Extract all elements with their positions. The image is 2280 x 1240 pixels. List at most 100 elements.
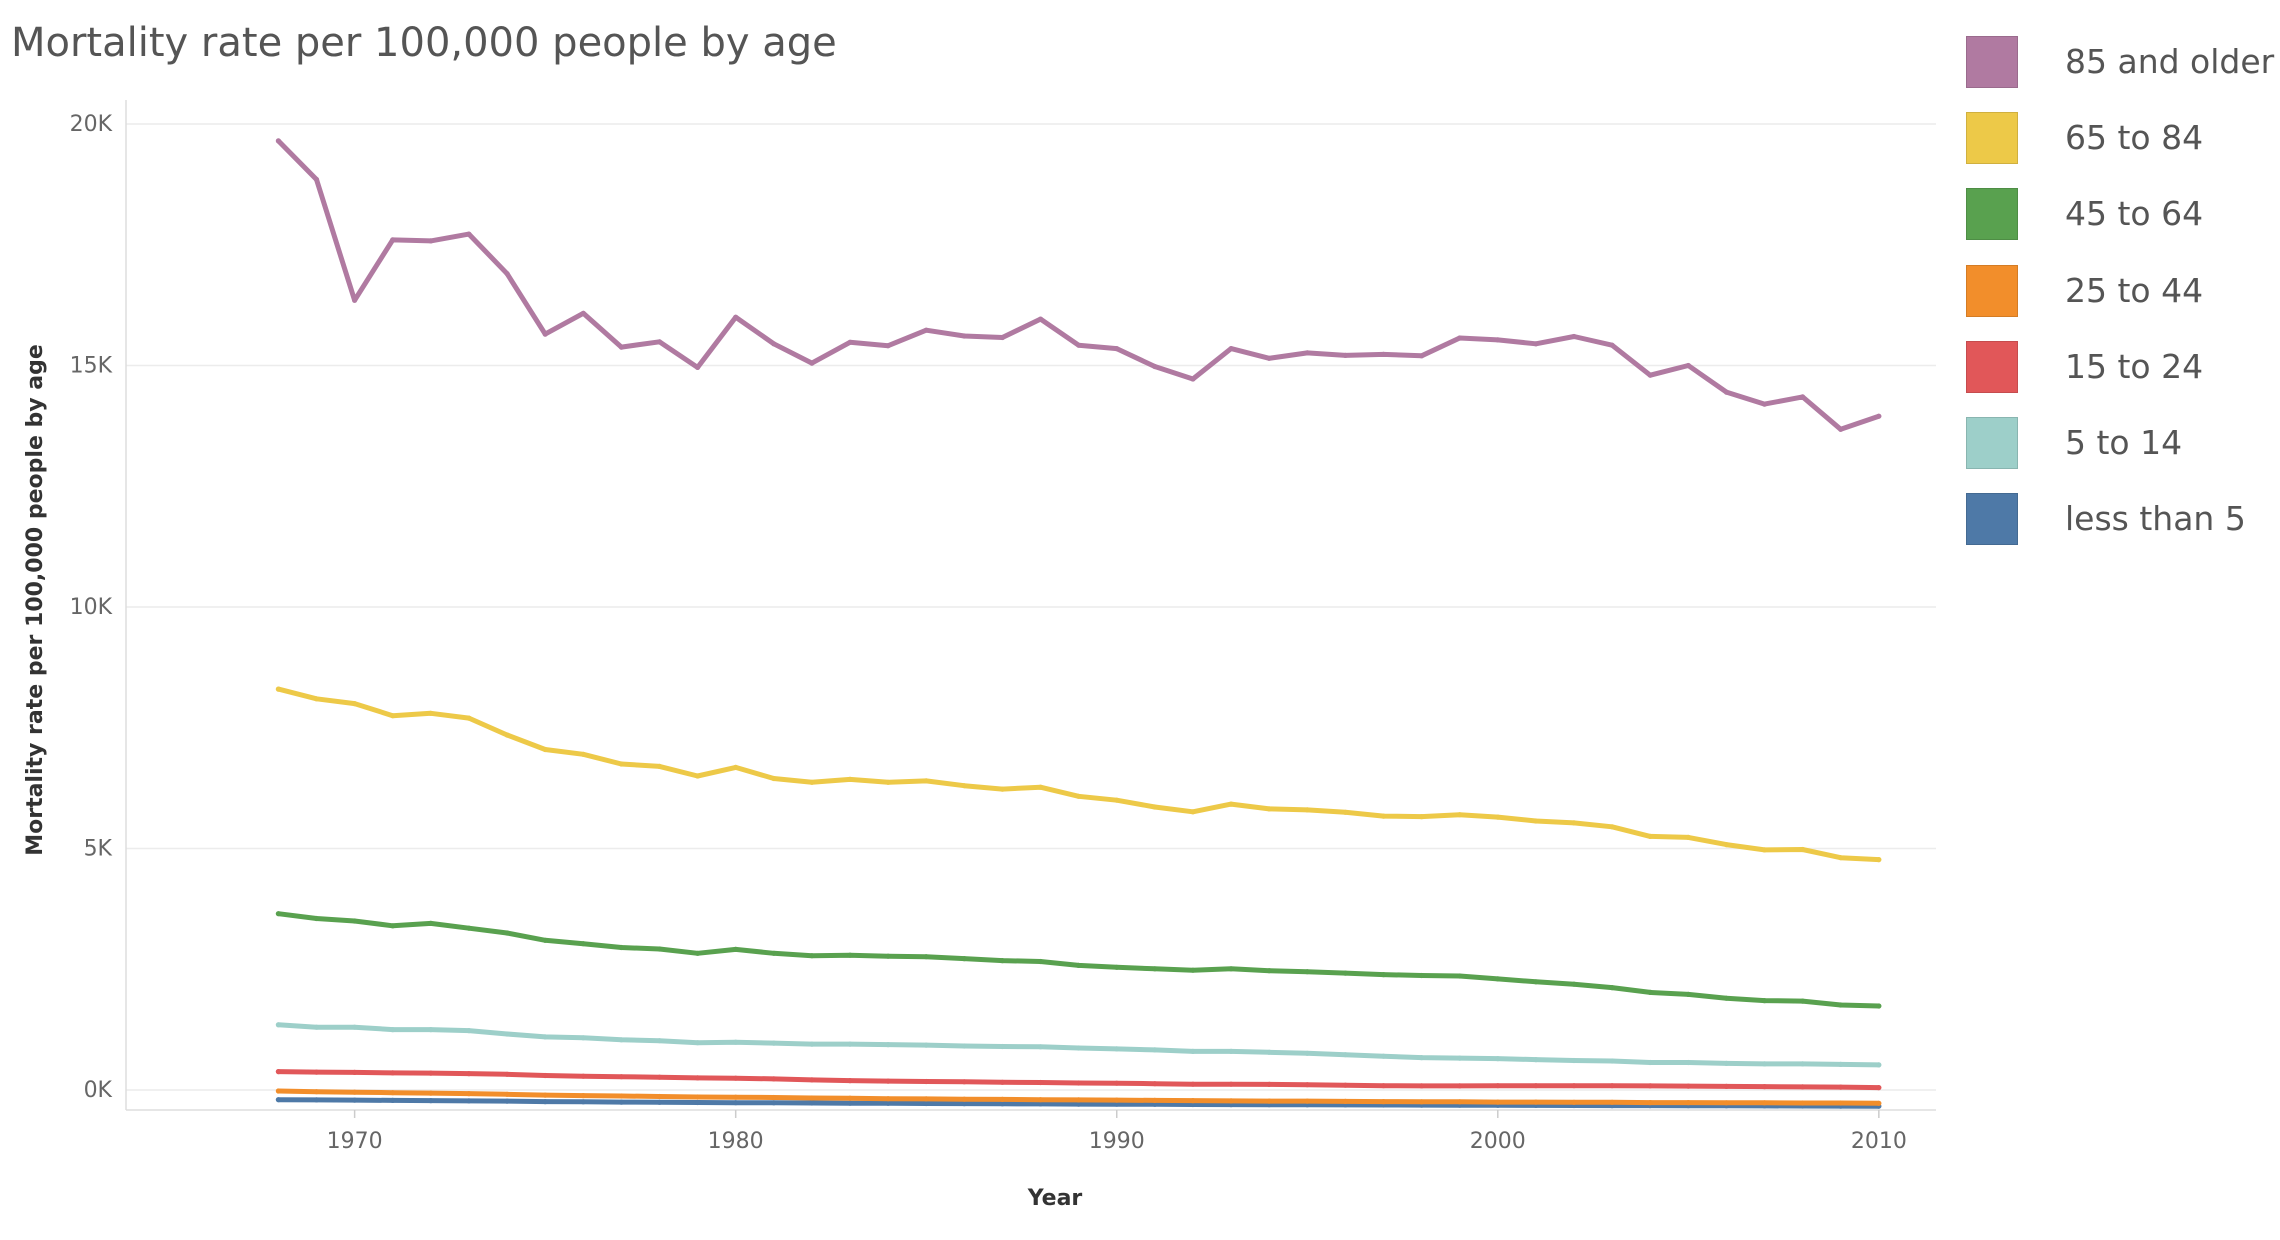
data-point[interactable] [1685,834,1691,841]
data-point[interactable] [504,930,510,936]
data-point[interactable] [352,1024,358,1030]
data-point[interactable] [809,779,815,785]
data-point[interactable] [1800,394,1806,400]
data-point[interactable] [352,1069,358,1075]
data-point[interactable] [542,746,548,753]
data-point[interactable] [1190,809,1196,815]
data-point[interactable] [542,331,548,337]
data-point[interactable] [1495,976,1501,982]
data-point[interactable] [1647,989,1653,996]
data-point[interactable] [618,944,625,951]
data-point[interactable] [428,1090,434,1096]
series-line-65-to-84[interactable] [275,686,1882,863]
data-point[interactable] [1419,814,1425,820]
data-point[interactable] [352,918,358,924]
data-point[interactable] [1190,1098,1196,1104]
data-point[interactable] [352,297,358,303]
data-point[interactable] [313,1024,320,1030]
data-point[interactable] [1114,346,1120,352]
data-point[interactable] [1457,1055,1463,1061]
data-point[interactable] [733,1100,739,1106]
data-point[interactable] [580,1035,586,1041]
data-point[interactable] [618,1093,625,1099]
data-point[interactable] [428,238,434,244]
data-point[interactable] [275,138,281,144]
data-point[interactable] [1533,1057,1539,1063]
legend-item[interactable]: 85 and older [1966,36,2274,92]
data-point[interactable] [1533,341,1539,347]
data-point[interactable] [1228,346,1234,352]
data-point[interactable] [466,925,472,931]
data-point[interactable] [1152,1097,1158,1103]
data-point[interactable] [771,1100,777,1106]
data-point[interactable] [504,271,510,277]
data-point[interactable] [1609,1058,1615,1064]
data-point[interactable] [1190,1101,1196,1108]
data-point[interactable] [999,1096,1006,1102]
data-point[interactable] [923,954,929,960]
data-point[interactable] [1380,1099,1387,1105]
data-point[interactable] [999,1079,1006,1085]
data-point[interactable] [1037,316,1044,322]
data-point[interactable] [1838,1061,1844,1067]
data-point[interactable] [847,1041,853,1047]
data-point[interactable] [1723,842,1729,848]
data-point[interactable] [1304,969,1310,975]
data-point[interactable] [466,715,472,721]
data-point[interactable] [390,713,396,719]
data-point[interactable] [352,701,358,707]
data-point[interactable] [885,779,891,785]
data-point[interactable] [1876,413,1882,419]
data-point[interactable] [1876,857,1882,863]
data-point[interactable] [1037,1101,1044,1107]
data-point[interactable] [771,775,777,782]
data-point[interactable] [656,339,663,345]
data-point[interactable] [923,1042,929,1048]
data-point[interactable] [999,1043,1006,1050]
data-point[interactable] [1723,389,1729,395]
data-point[interactable] [1190,967,1196,973]
data-point[interactable] [733,1039,739,1045]
data-point[interactable] [1037,1044,1044,1050]
data-point[interactable] [847,1078,853,1084]
data-point[interactable] [313,1097,320,1103]
data-point[interactable] [656,1074,663,1080]
data-point[interactable] [504,1071,510,1077]
data-point[interactable] [1761,1100,1768,1106]
data-point[interactable] [1076,962,1082,969]
data-point[interactable] [1266,1081,1272,1087]
data-point[interactable] [428,1098,434,1104]
data-point[interactable] [923,778,929,784]
data-point[interactable] [1190,1048,1196,1054]
data-point[interactable] [1266,355,1272,361]
data-point[interactable] [1419,1055,1425,1061]
data-point[interactable] [1342,1082,1348,1088]
data-point[interactable] [313,1089,320,1095]
data-point[interactable] [1266,968,1272,974]
legend-item[interactable]: less than 5 [1966,493,2266,549]
data-point[interactable] [809,1095,815,1101]
data-point[interactable] [1533,1083,1539,1089]
data-point[interactable] [1533,818,1539,824]
data-point[interactable] [923,1096,929,1102]
legend-item[interactable]: 45 to 64 [1966,188,2266,244]
data-point[interactable] [1761,1061,1768,1067]
data-point[interactable] [999,786,1006,792]
data-point[interactable] [466,1098,472,1104]
data-point[interactable] [1342,352,1348,358]
data-point[interactable] [961,1079,967,1085]
data-point[interactable] [466,1028,472,1034]
data-point[interactable] [466,1091,472,1097]
data-point[interactable] [1800,1061,1806,1067]
data-point[interactable] [428,920,434,927]
data-point[interactable] [275,686,281,692]
data-point[interactable] [771,1076,777,1082]
data-point[interactable] [1457,973,1463,979]
data-point[interactable] [999,958,1006,964]
data-point[interactable] [428,710,434,716]
legend-item[interactable]: 25 to 44 [1966,264,2266,321]
data-point[interactable] [1495,1056,1501,1062]
data-point[interactable] [1761,998,1768,1004]
data-point[interactable] [1152,966,1158,972]
data-point[interactable] [1076,1080,1082,1086]
